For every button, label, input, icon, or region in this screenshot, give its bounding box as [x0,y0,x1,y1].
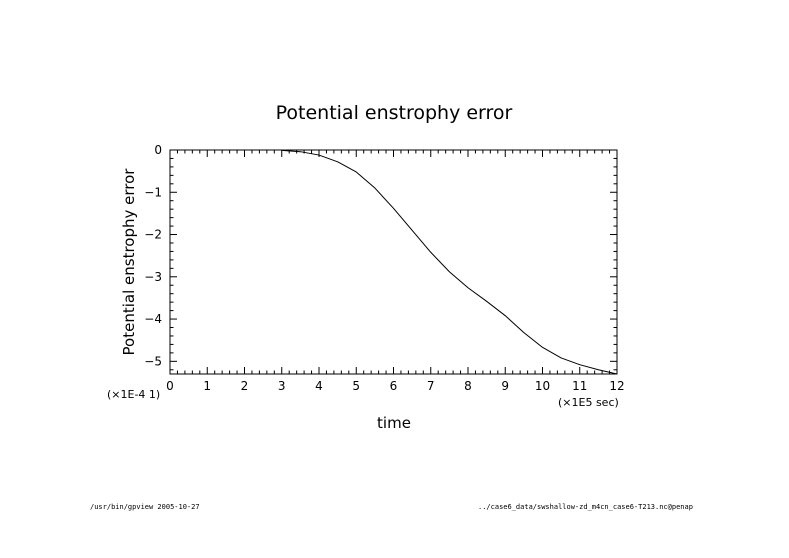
x-tick-label: 9 [501,379,509,393]
x-tick-label: 1 [203,379,211,393]
axes: 0 1 2 3 4 5 6 7 8 9 10 11 120−1−2−3−4−5 [144,143,624,393]
y-tick-label: −1 [144,185,162,199]
x-tick-label: 12 [609,379,624,393]
x-tick-label: 3 [278,379,286,393]
x-axis-label: time [377,414,411,432]
x-tick-label: 7 [427,379,435,393]
y-tick-label: −5 [144,354,162,368]
y-tick-label: 0 [154,143,162,157]
x-tick-label: 8 [464,379,472,393]
footer-left: /usr/bin/gpview 2005-10-27 [90,503,200,511]
plot-frame [169,149,618,375]
series-group [281,149,618,375]
y-scale-label: (×1E-4 1) [107,388,160,401]
footer-right: ../case6_data/swshallow-zd_m4cn_case6-T2… [478,503,693,511]
y-tick-label: −4 [144,312,162,326]
x-tick-label: 4 [315,379,323,393]
y-axis-label: Potential enstrophy error [120,168,138,356]
x-tick-label: 5 [352,379,360,393]
chart-title: Potential enstrophy error [276,102,513,124]
series-line-0 [281,149,618,375]
x-tick-label: 2 [241,379,249,393]
x-tick-label: 6 [390,379,398,393]
x-tick-label: 11 [572,379,587,393]
x-scale-label: (×1E5 sec) [558,396,619,409]
y-tick-label: −2 [144,228,162,242]
y-tick-label: −3 [144,270,162,284]
x-tick-label: 0 [166,379,174,393]
x-tick-label: 10 [535,379,550,393]
